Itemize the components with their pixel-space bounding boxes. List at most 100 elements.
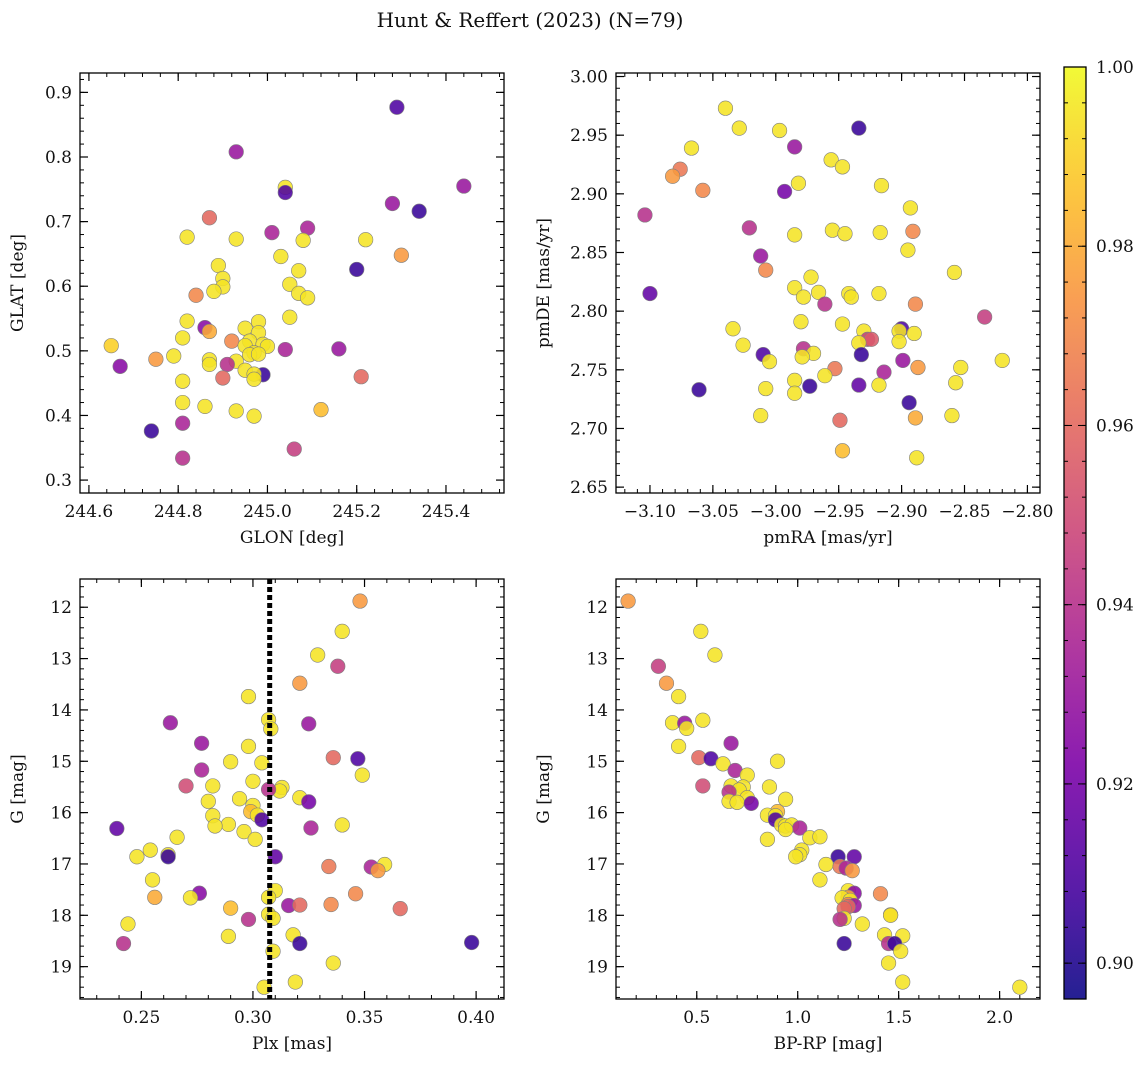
data-point xyxy=(691,382,707,398)
x-tick-label: 0.5 xyxy=(683,1008,710,1028)
data-point xyxy=(182,890,199,906)
y-tick-label: 18 xyxy=(50,906,72,926)
y-tick-label: 15 xyxy=(50,752,72,772)
data-point xyxy=(880,955,897,971)
panel-bprp-g: 0.5 1.0 1.5 2.0 12 13 14 15 16 17 18 19 BP-RP [mag] G… xyxy=(534,578,1041,1054)
data-point xyxy=(194,735,210,751)
data-point xyxy=(392,901,408,917)
y-tick-label: 3.00 xyxy=(570,68,608,88)
data-point xyxy=(637,207,653,223)
data-point xyxy=(223,754,239,770)
data-point xyxy=(695,712,711,728)
y-tick-label: 0.6 xyxy=(45,277,72,297)
data-point xyxy=(776,183,793,200)
colorbar-tick-label: 0.94 xyxy=(1096,596,1134,616)
y-tick-label: 2.85 xyxy=(570,243,608,263)
y-axis-label: pmDE [mas/yr] xyxy=(534,218,554,348)
data-point xyxy=(670,688,687,705)
data-point xyxy=(162,715,178,731)
x-tick-label: 245.4 xyxy=(422,502,471,522)
data-point xyxy=(834,159,851,175)
x-tick-label: −3.00 xyxy=(750,502,802,522)
data-point xyxy=(109,820,125,837)
axes-frame xyxy=(79,578,505,1000)
scatter-points xyxy=(620,593,1028,995)
data-point xyxy=(946,264,963,281)
data-point xyxy=(231,791,248,807)
y-tick-label: 0.8 xyxy=(45,148,72,168)
data-point xyxy=(891,334,907,350)
data-point xyxy=(210,257,226,274)
data-point xyxy=(228,403,244,419)
data-point xyxy=(313,402,329,418)
data-point xyxy=(260,889,277,905)
scatter-points xyxy=(109,593,480,995)
data-point xyxy=(1012,979,1028,995)
data-point xyxy=(834,316,851,332)
data-point xyxy=(893,943,909,959)
data-point xyxy=(384,195,401,212)
data-point xyxy=(310,647,326,663)
data-point xyxy=(265,910,281,926)
data-point xyxy=(771,122,788,139)
x-tick-label: 2.0 xyxy=(986,1008,1013,1028)
x-tick-label: 245.0 xyxy=(243,502,292,522)
data-point xyxy=(670,738,687,754)
data-point xyxy=(224,333,240,349)
panel-glon-glat: 244.6 244.8 245.0 245.2 245.4 0.3 0.4 0.5 0.6 0.7… xyxy=(8,72,505,548)
y-tick-label: 19 xyxy=(586,958,608,978)
data-point xyxy=(665,168,681,184)
data-point xyxy=(292,675,308,691)
colorbar-tick-label: 1.00 xyxy=(1096,58,1134,78)
minor-ticks xyxy=(615,579,1041,999)
data-point xyxy=(325,750,341,766)
data-point xyxy=(944,407,960,424)
x-tick-label: 0.40 xyxy=(457,1008,495,1028)
data-point xyxy=(207,818,223,834)
data-point xyxy=(895,974,911,990)
data-point xyxy=(900,242,916,258)
data-point xyxy=(456,178,472,194)
y-tick-label: 0.3 xyxy=(45,471,72,491)
data-point xyxy=(679,720,695,737)
colorbar-tick-label: 0.90 xyxy=(1096,954,1134,974)
y-tick-label: 2.70 xyxy=(570,419,608,439)
data-point xyxy=(834,443,851,459)
data-point xyxy=(802,378,818,394)
colorbar-frame xyxy=(1063,66,1087,1000)
data-point xyxy=(188,287,204,303)
data-point xyxy=(790,175,807,191)
data-point xyxy=(795,289,812,305)
data-point xyxy=(175,415,191,431)
data-point xyxy=(175,394,191,411)
y-tick-label: 2.80 xyxy=(570,302,608,322)
data-point xyxy=(794,349,810,365)
data-point xyxy=(179,313,195,329)
data-point xyxy=(334,623,350,639)
data-point xyxy=(277,184,293,201)
data-point xyxy=(282,309,298,325)
data-point xyxy=(902,200,919,216)
data-point xyxy=(836,935,852,952)
data-point xyxy=(120,916,136,932)
data-point xyxy=(735,337,751,353)
data-point xyxy=(178,778,194,794)
data-point xyxy=(200,793,216,809)
data-point xyxy=(175,450,191,466)
data-point xyxy=(723,735,739,751)
data-point xyxy=(223,900,239,916)
y-tick-label: 17 xyxy=(586,855,608,875)
colorbar-tick-label: 0.96 xyxy=(1096,416,1134,436)
data-point xyxy=(246,408,262,424)
data-point xyxy=(787,385,803,401)
scatter-points xyxy=(103,99,472,466)
x-tick-label: −2.80 xyxy=(1001,502,1053,522)
data-point xyxy=(197,398,213,415)
y-axis-label: G [mag] xyxy=(534,754,554,823)
data-point xyxy=(777,821,794,838)
data-point xyxy=(777,791,794,807)
data-point xyxy=(215,370,231,386)
y-tick-label: 0.7 xyxy=(45,213,72,233)
data-point xyxy=(695,778,711,794)
x-tick-label: −2.90 xyxy=(876,502,928,522)
